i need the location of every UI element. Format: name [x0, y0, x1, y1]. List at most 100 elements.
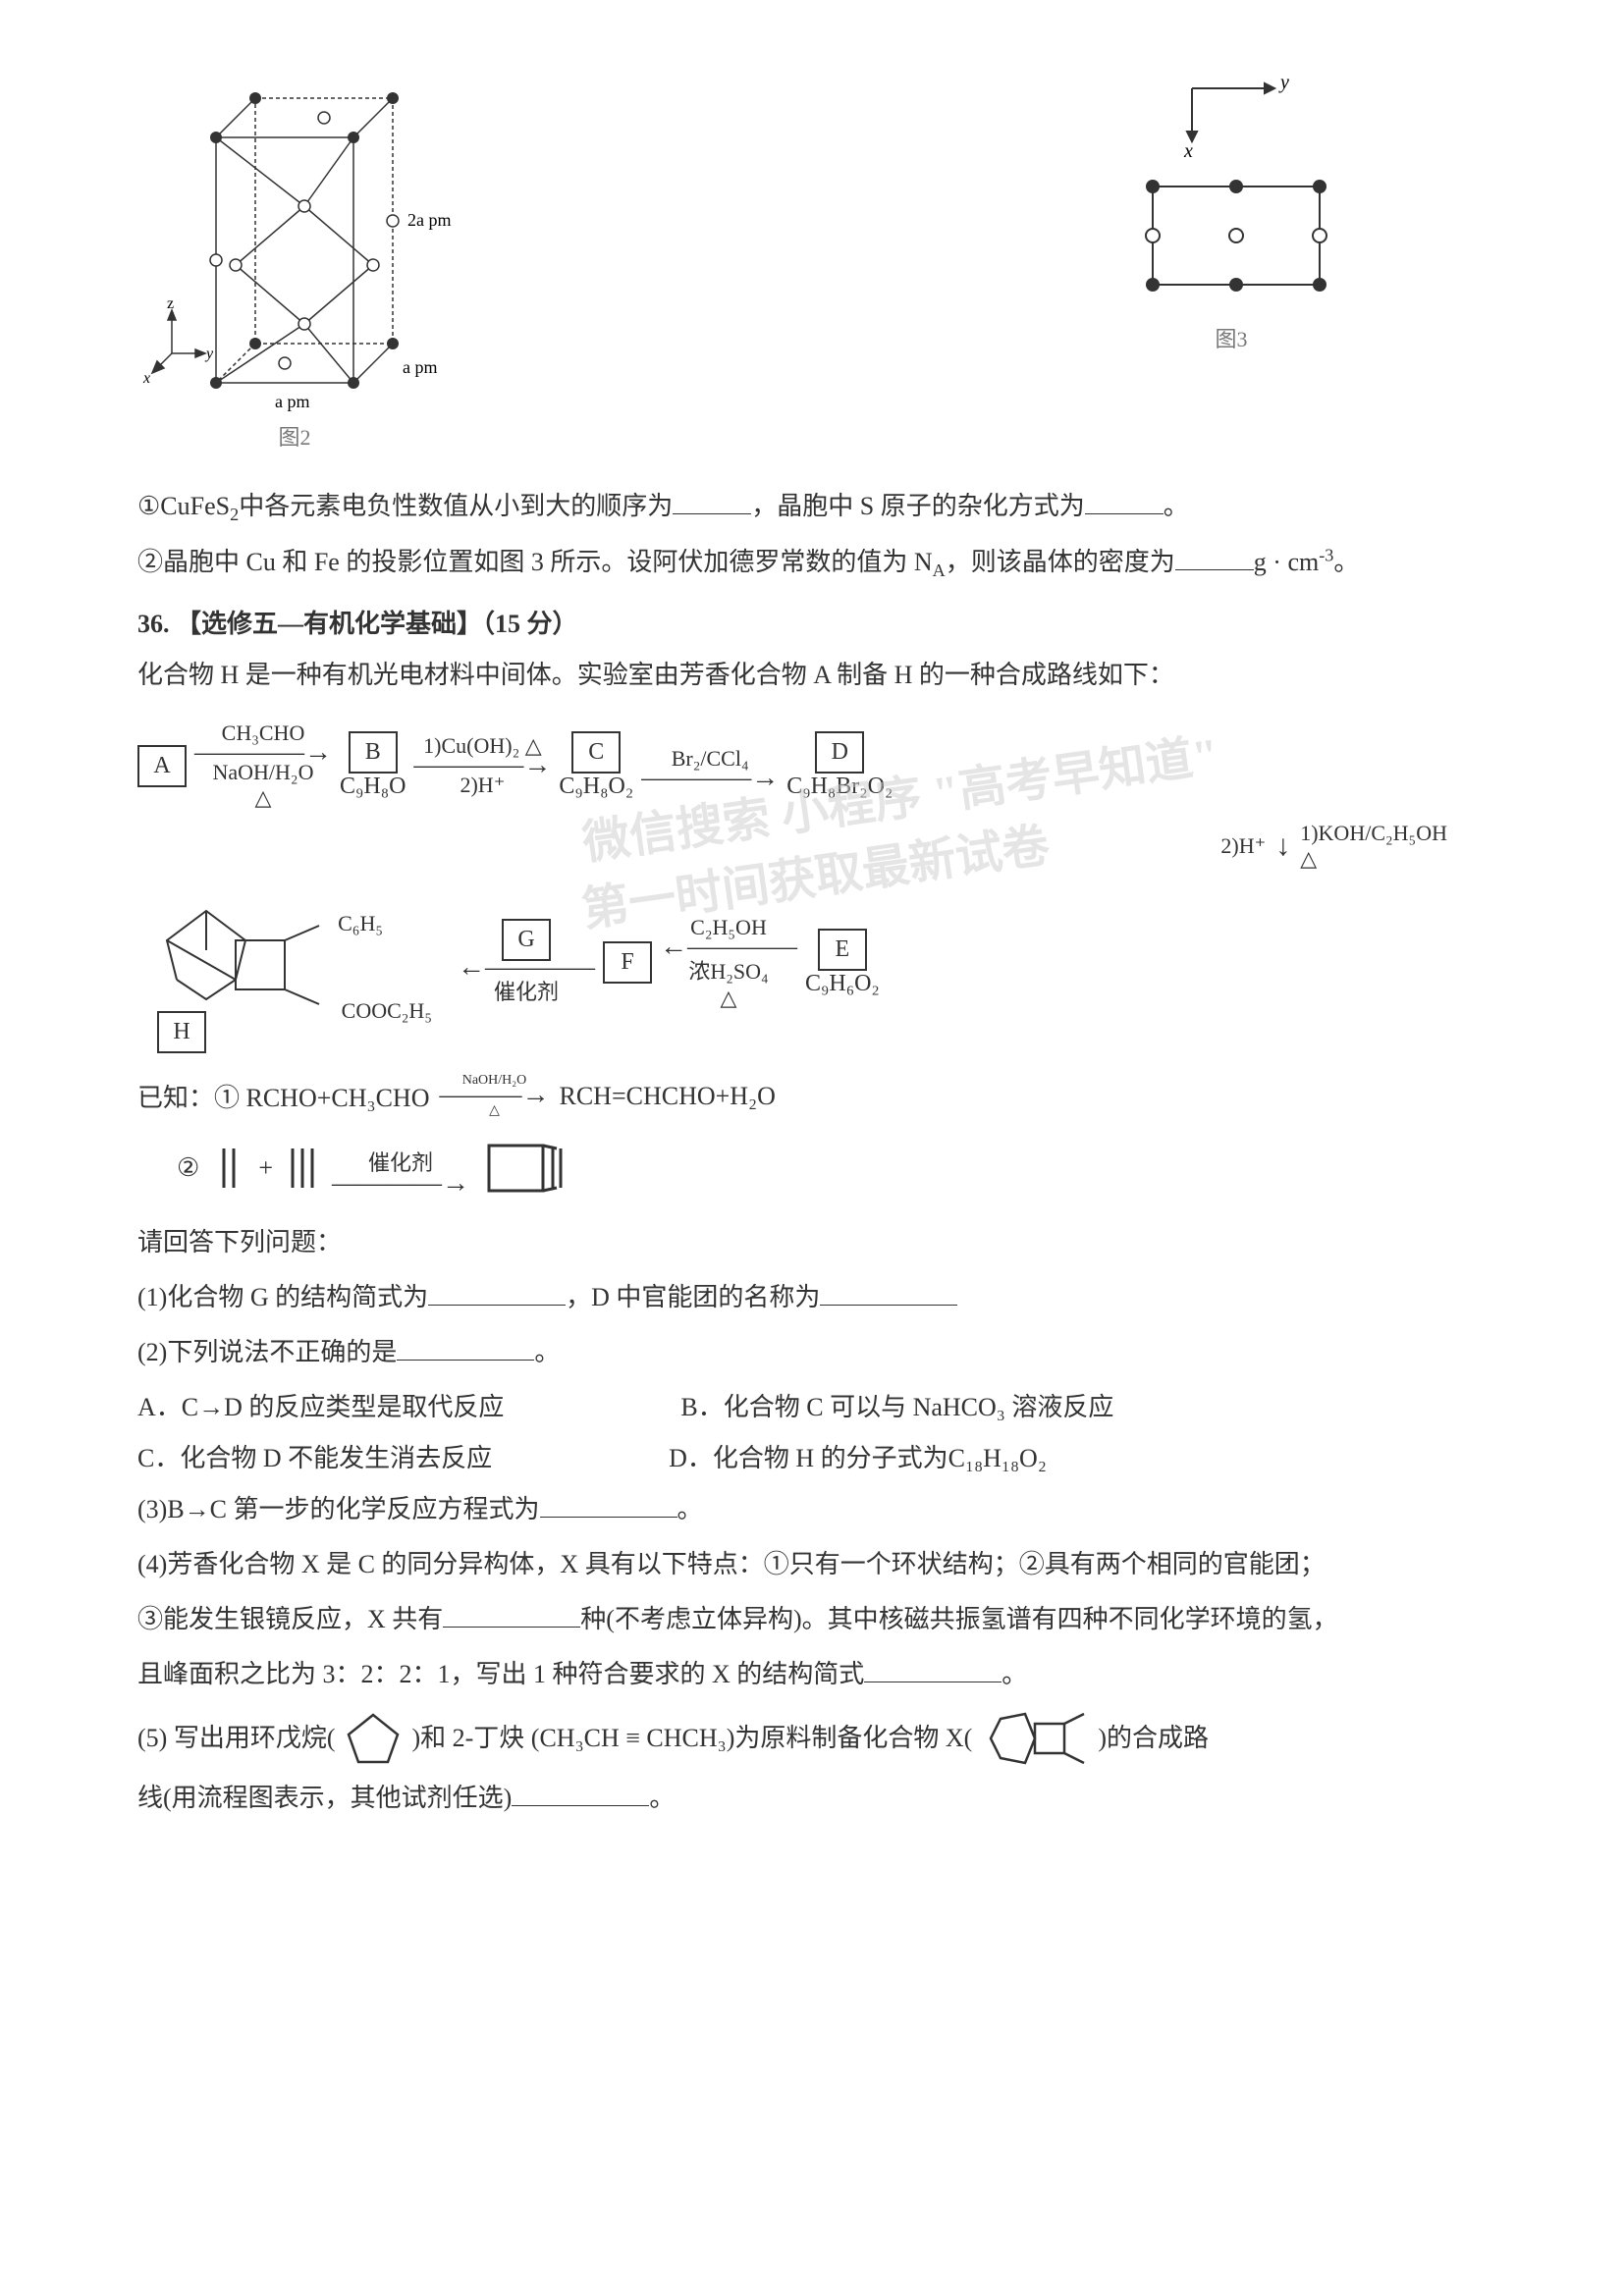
question-circle-2: ②晶胞中 Cu 和 Fe 的投影位置如图 3 所示。设阿伏加德罗常数的值为 NA…	[137, 537, 1487, 589]
arrow-line-icon: ———→	[439, 1089, 549, 1102]
q1-suffix: 。	[1164, 492, 1189, 520]
arrow-line-icon: ————→	[332, 1177, 469, 1191]
arrow-d-e: 2)H⁺ ↓ 1)KOH/C₂H₅OH △	[1220, 821, 1447, 872]
down-arrow-icon: ↓	[1275, 829, 1290, 863]
blank-hybridization	[1085, 484, 1164, 514]
label-a-pm-right: a pm	[403, 357, 438, 377]
q4-text-c: 种(不考虑立体异构)。其中核磁共振氢谱有四种不同化学环境的氢，	[580, 1605, 1337, 1633]
blank-x-structure	[864, 1652, 1001, 1682]
arrow-a-b: CH₃CHO ————→ NaOH/H₂O △	[194, 721, 332, 811]
arrow-line-icon: ————→	[194, 746, 332, 760]
figure-2-block: z y x 2a pm a pm a pm 图2	[137, 59, 452, 452]
q2-mid: ，则该晶体的密度为	[946, 548, 1175, 576]
q3-suffix: 。	[677, 1495, 703, 1523]
q1-mid1: 中各元素电负性数值从小到大的顺序为	[239, 492, 673, 520]
compound-e: E C₉H₆O₂	[805, 929, 880, 997]
compound-h-structure: C₆H₅ COOC₂H₅ H	[137, 881, 334, 1043]
known-prefix: 已知：① RCHO+CH₃CHO	[137, 1078, 429, 1114]
arrow5-bottom-b: △	[721, 986, 737, 1011]
compound-c-formula: C₉H₈O₂	[559, 774, 633, 800]
compound-f: F	[603, 941, 652, 984]
compound-d-formula: C₉H₈Br₂O₂	[786, 774, 893, 800]
r2-plus: +	[258, 1153, 273, 1183]
compound-h-label: H	[157, 1011, 206, 1053]
arrow-g-h: G ←———— 催化剂	[458, 919, 595, 1006]
known-reaction-2: ② + 催化剂 ————→	[137, 1134, 1487, 1202]
blank-incorrect-statement	[397, 1330, 534, 1361]
q1-text-b: ，D 中官能团的名称为	[566, 1283, 820, 1311]
option-a: A．C→D 的反应类型是取代反应	[137, 1382, 504, 1433]
questions-intro: 请回答下列问题：	[137, 1217, 1487, 1268]
question-2: (2)下列说法不正确的是 。	[137, 1327, 1487, 1378]
fig3-axis-y: y	[1278, 72, 1289, 93]
arrow-line-icon: ————→	[413, 759, 551, 773]
question-4-line1: (4)芳香化合物 X 是 C 的同分异构体，X 具有以下特点：①只有一个环状结构…	[137, 1539, 1487, 1590]
q5-text-a: (5) 写出用环戊烷(	[137, 1713, 335, 1764]
label-a-pm-bottom: a pm	[275, 392, 310, 411]
q2-sub-a: A	[933, 561, 946, 580]
arrow-e-f: C₂H₅OH ←———— 浓H₂SO₄ △	[660, 915, 797, 1011]
target-product-x-icon	[976, 1704, 1094, 1773]
question-4-line2: ③能发生银镜反应，X 共有 种(不考虑立体异构)。其中核磁共振氢谱有四种不同化学环…	[137, 1594, 1487, 1645]
r2-label: ②	[177, 1153, 199, 1183]
figure-2-caption: 图2	[278, 420, 310, 452]
flow-down-arrow: 2)H⁺ ↓ 1)KOH/C₂H₅OH △	[137, 821, 1487, 872]
figure-3-caption: 图3	[1215, 322, 1247, 353]
arrow4-mid: △	[1300, 846, 1447, 872]
q36-intro: 化合物 H 是一种有机光电材料中间体。实验室由芳香化合物 A 制备 H 的一种合…	[137, 650, 1487, 701]
double-bond-icon	[209, 1139, 248, 1198]
arrow6-bottom: 催化剂	[494, 975, 559, 1006]
blank-g-structure	[428, 1275, 566, 1306]
known-reaction-1: 已知：① RCHO+CH₃CHO NaOH/H₂O ———→ △ RCH=CHC…	[137, 1073, 1487, 1119]
q1-text-a: (1)化合物 G 的结构简式为	[137, 1283, 428, 1311]
compound-b-label: B	[349, 731, 398, 774]
compound-c: C C₉H₈O₂	[559, 731, 633, 800]
arrow4-top: 1)KOH/C₂H₅OH	[1300, 821, 1447, 846]
blank-d-functional-group	[820, 1275, 957, 1306]
option-b: B．化合物 C 可以与 NaHCO₃ 溶液反应	[680, 1382, 1113, 1433]
q36-heading: 36. 【选修五—有机化学基础】（15 分）	[137, 604, 1487, 640]
question-4-line3: 且峰面积之比为 3：2：2：1，写出 1 种符合要求的 X 的结构简式。	[137, 1649, 1487, 1700]
question-5-line2: 线(用流程图表示，其他试剂任选)。	[137, 1773, 1487, 1824]
arrow-line-icon: ————→	[641, 772, 779, 785]
figures-row: z y x 2a pm a pm a pm 图2 y x	[137, 59, 1487, 452]
q2-text: (2)下列说法不正确的是	[137, 1338, 397, 1366]
q5-text-c: )的合成路	[1098, 1713, 1209, 1764]
compound-b: B C₉H₈O	[340, 731, 406, 800]
question-circle-1: ①CuFeS2中各元素电负性数值从小到大的顺序为，晶胞中 S 原子的杂化方式为。	[137, 481, 1487, 533]
arrow-c-d: Br₂/CCl₄ ————→	[641, 746, 779, 785]
cyclopentane-icon	[339, 1707, 407, 1771]
flow-row-1: A CH₃CHO ————→ NaOH/H₂O △ B C₉H₈O 1)Cu(O…	[137, 721, 1487, 811]
blank-isomer-count	[443, 1597, 580, 1628]
compound-d-label: D	[815, 731, 864, 774]
h-cooc2h5-label: COOC₂H₅	[342, 998, 432, 1024]
option-d: D．化合物 H 的分子式为C₁₈H₁₈O₂	[669, 1433, 1047, 1484]
compound-e-formula: C₉H₆O₂	[805, 971, 880, 997]
q2-suffix: 。	[534, 1338, 560, 1366]
arrow1-bottom-a: NaOH/H₂O	[213, 760, 314, 785]
compound-e-label: E	[818, 929, 867, 971]
q2-unit: g · cm	[1254, 548, 1319, 576]
figure-3-block: y x 图3	[1094, 59, 1369, 353]
q3-text: (3)B→C 第一步的化学反应方程式为	[137, 1495, 540, 1523]
arrow2-bottom: 2)H⁺	[460, 773, 505, 798]
arrow1-bottom-b: △	[255, 785, 272, 811]
compound-d: D C₉H₈Br₂O₂	[786, 731, 893, 800]
axis-x-label: x	[142, 370, 150, 387]
compound-b-formula: C₉H₈O	[340, 774, 406, 800]
q5-text-d: 线(用流程图表示，其他试剂任选)	[137, 1784, 512, 1812]
figure-3-svg: y x	[1094, 59, 1369, 314]
axis-y-label: y	[204, 346, 214, 362]
arrow-b-c: 1)Cu(OH)₂ △ ————→ 2)H⁺	[413, 733, 551, 798]
q4-text-b: ③能发生银镜反应，X 共有	[137, 1605, 443, 1633]
q1-mid2: ，晶胞中 S 原子的杂化方式为	[751, 492, 1084, 520]
option-c: C．化合物 D 不能发生消去反应	[137, 1433, 492, 1484]
r2-arrow: 催化剂 ————→	[332, 1146, 469, 1191]
options-row-2: C．化合物 D 不能发生消去反应 D．化合物 H 的分子式为C₁₈H₁₈O₂	[137, 1433, 1487, 1484]
options-row-1: A．C→D 的反应类型是取代反应 B．化合物 C 可以与 NaHCO₃ 溶液反应	[137, 1382, 1487, 1433]
figure-2-svg: z y x 2a pm a pm a pm	[137, 59, 452, 412]
label-2a-pm: 2a pm	[407, 210, 452, 230]
question-5-line1: (5) 写出用环戊烷( )和 2-丁炔 (CH₃CH ≡ CHCH₃)为原料制备…	[137, 1704, 1487, 1773]
arrow4-bottom: 2)H⁺	[1220, 833, 1266, 859]
q4-text-d: 且峰面积之比为 3：2：2：1，写出 1 种符合要求的 X 的结构简式	[137, 1660, 864, 1688]
